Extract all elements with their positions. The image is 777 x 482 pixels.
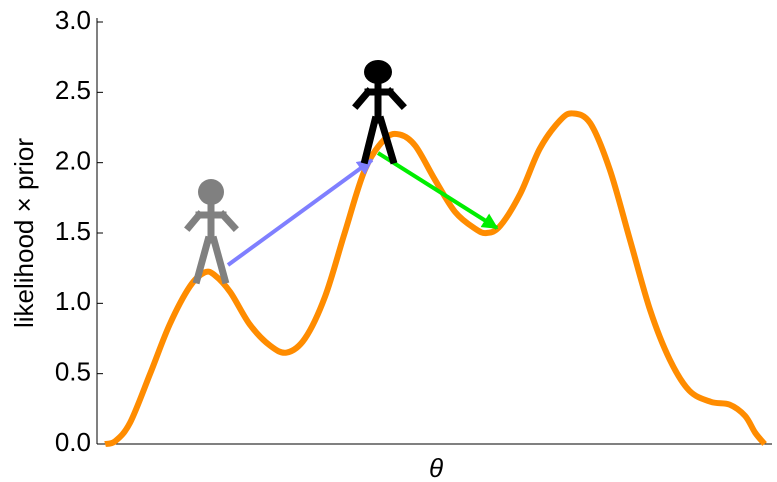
y-tick-label: 1.5 [55,216,91,246]
y-tick-label: 0.5 [55,357,91,387]
data-line [104,110,767,447]
y-tick-label: 1.0 [55,286,91,316]
y-tick-label: 2.5 [55,75,91,105]
y-axis-label: likelihood × prior [9,138,39,328]
proposal-arrow [376,151,499,230]
y-tick-label: 2.0 [55,146,91,176]
y-tick-label: 3.0 [55,5,91,35]
walker-figure [352,60,407,165]
y-tick-label: 0.0 [55,427,91,457]
proposal-arrow [226,158,374,267]
plot-area [104,110,767,447]
x-axis-label: θ [429,453,443,482]
walker-figure [184,179,239,285]
